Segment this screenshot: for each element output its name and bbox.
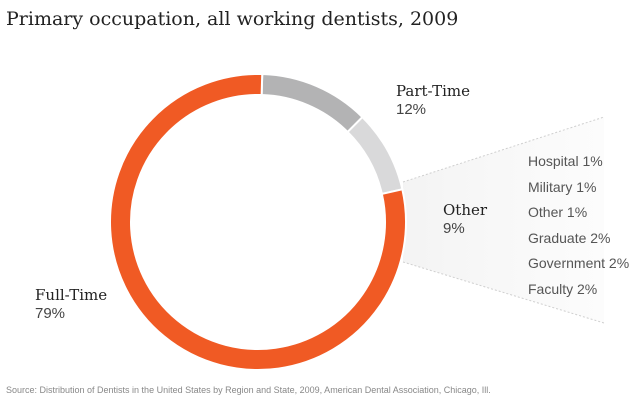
breakdown-item-graduate: Graduate 2%	[528, 229, 611, 246]
part-time-label: Part-Time	[396, 82, 470, 100]
other-breakdown-list: Hospital 1% Military 1% Other 1% Graduat…	[528, 152, 629, 305]
source-note: Source: Distribution of Dentists in the …	[6, 385, 491, 395]
breakdown-item-faculty: Faculty 2%	[528, 280, 598, 297]
part-time-slice	[260, 73, 364, 134]
donut-slices	[109, 73, 407, 371]
other-label: Other	[443, 201, 488, 219]
callout-line-bottom	[402, 261, 605, 324]
breakdown-item-hospital: Hospital 1%	[528, 153, 603, 169]
full-time-label: Full-Time	[35, 286, 108, 304]
full-time-slice	[109, 73, 407, 371]
chart-title: Primary occupation, all working dentists…	[6, 8, 459, 30]
other-callout-wedge	[403, 117, 604, 323]
part-time-percent: 12%	[396, 101, 427, 118]
breakdown-item-military: Military 1%	[528, 178, 597, 195]
other-percent: 9%	[443, 220, 465, 237]
other-slice	[346, 115, 404, 196]
breakdown-item-government: Government 2%	[528, 255, 630, 271]
callout-line-top	[402, 116, 605, 183]
breakdown-item-other: Other 1%	[528, 204, 588, 220]
full-time-percent: 79%	[35, 305, 66, 322]
